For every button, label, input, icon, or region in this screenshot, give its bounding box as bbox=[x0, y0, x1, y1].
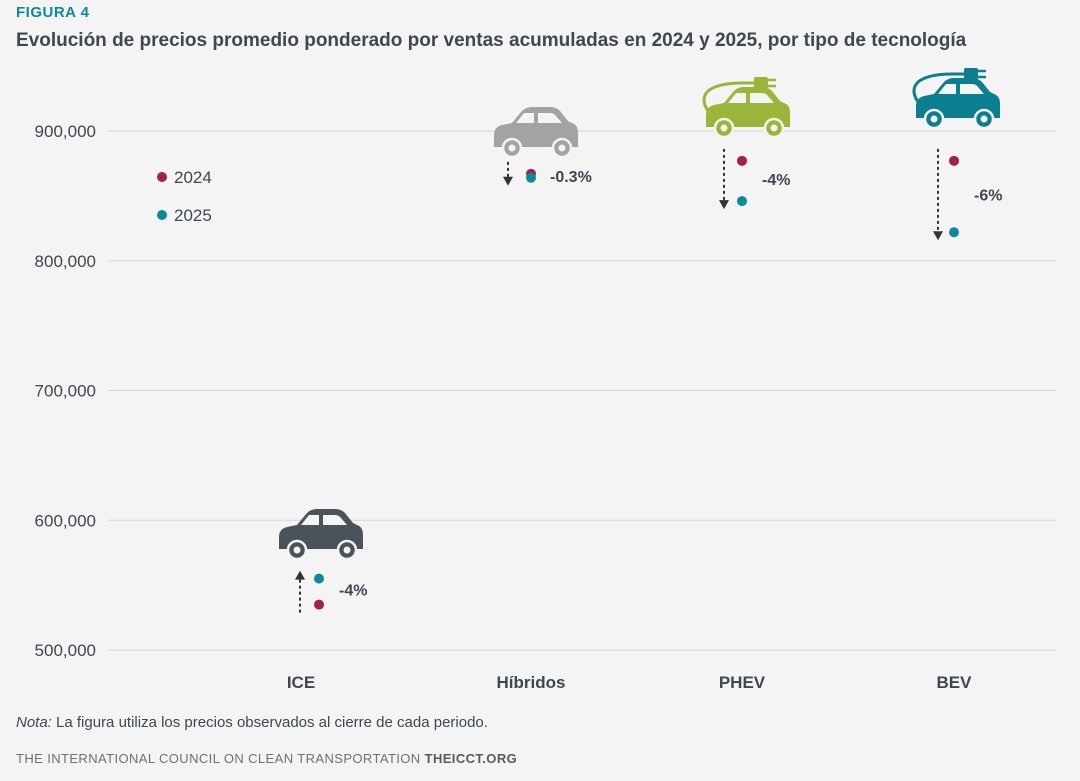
grid-lines bbox=[108, 130, 1056, 651]
note-text: La figura utiliza los precios observados… bbox=[51, 714, 488, 731]
x-axis: ICE Híbridos PHEV BEV bbox=[287, 673, 972, 692]
data-points bbox=[314, 155, 959, 610]
x-tick-label: BEV bbox=[937, 673, 973, 692]
legend-marker-2024 bbox=[157, 172, 167, 182]
y-tick-label: 600,000 bbox=[35, 511, 96, 530]
change-arrows bbox=[295, 148, 943, 613]
change-label: -6% bbox=[974, 188, 1002, 205]
car-icon bbox=[494, 107, 578, 159]
legend-label: 2024 bbox=[174, 168, 212, 187]
x-tick-label: ICE bbox=[287, 673, 315, 692]
legend-marker-2025 bbox=[157, 210, 167, 220]
category-icons bbox=[279, 68, 1000, 561]
car-icon bbox=[279, 509, 363, 561]
point-2025-0 bbox=[314, 573, 324, 584]
point-2024-2 bbox=[737, 155, 747, 166]
y-axis: 500,000 600,000 700,000 800,000 900,000 bbox=[35, 122, 96, 660]
point-2025-3 bbox=[949, 227, 959, 238]
car-hub bbox=[508, 144, 516, 152]
footer: THE INTERNATIONAL COUNCIL ON CLEAN TRANS… bbox=[16, 751, 517, 766]
y-tick-label: 700,000 bbox=[35, 382, 96, 401]
x-tick-label: PHEV bbox=[719, 673, 766, 692]
car-hub bbox=[720, 124, 728, 132]
footer-org: THE INTERNATIONAL COUNCIL ON CLEAN TRANS… bbox=[16, 751, 421, 766]
plug-cable bbox=[702, 81, 756, 112]
chart-title: Evolución de precios promedio ponderado … bbox=[16, 30, 967, 51]
change-label: -4% bbox=[762, 172, 790, 189]
car-window bbox=[301, 515, 347, 525]
note-prefix: Nota: bbox=[16, 714, 52, 731]
point-2024-3 bbox=[949, 155, 959, 166]
plug-in-car-icon bbox=[912, 68, 1000, 130]
x-tick-label: Híbridos bbox=[497, 673, 566, 692]
note: Nota: La figura utiliza los precios obse… bbox=[16, 714, 488, 731]
y-tick-label: 800,000 bbox=[35, 252, 96, 271]
point-2025-2 bbox=[737, 196, 747, 207]
arrow-head bbox=[933, 231, 943, 241]
car-window bbox=[728, 93, 774, 103]
car-window bbox=[516, 113, 562, 123]
plug-in-car-icon bbox=[702, 77, 790, 139]
figure-label: FIGURA 4 bbox=[16, 4, 90, 21]
arrow-head bbox=[719, 200, 729, 210]
legend: 2024 2025 bbox=[157, 168, 212, 225]
change-label: -0.3% bbox=[550, 169, 592, 186]
arrow-head bbox=[503, 176, 513, 186]
car-hub bbox=[770, 124, 778, 132]
arrow-head bbox=[295, 570, 305, 580]
change-labels: -4% -0.3% -4% -6% bbox=[339, 169, 1002, 600]
car-hub bbox=[980, 115, 988, 123]
legend-label: 2025 bbox=[174, 206, 212, 225]
y-tick-label: 500,000 bbox=[35, 641, 96, 660]
plug-cable bbox=[912, 72, 966, 103]
point-2025-1 bbox=[526, 172, 536, 183]
car-window bbox=[938, 84, 984, 94]
plug-head bbox=[754, 77, 768, 89]
car-hub bbox=[293, 546, 301, 554]
point-2024-0 bbox=[314, 599, 324, 610]
plug-head bbox=[964, 68, 978, 80]
car-hub bbox=[343, 546, 351, 554]
car-hub bbox=[930, 115, 938, 123]
change-label: -4% bbox=[339, 583, 367, 600]
footer-site: THEICCT.ORG bbox=[424, 751, 518, 766]
y-tick-label: 900,000 bbox=[35, 122, 96, 141]
car-hub bbox=[558, 144, 566, 152]
